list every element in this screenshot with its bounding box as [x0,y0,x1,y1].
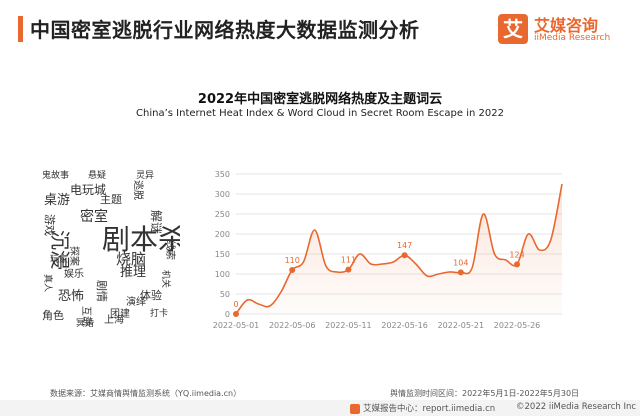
data-label: 0 [233,300,238,309]
footer-bar [0,400,640,416]
word-cloud-term: 剧情 [95,280,108,302]
data-label: 124 [509,250,524,259]
page-title: 中国密室逃脱行业网络热度大数据监测分析 [30,18,420,42]
word-cloud-term: 灵异 [136,171,155,181]
word-cloud-term: 娱乐 [64,269,84,280]
chart-title: 2022年中国密室逃脱网络热度及主题词云 [197,92,443,107]
brand-badge-icon: 艾 [498,14,528,44]
copyright: ©2022 iiMedia Research Inc [516,402,637,412]
word-cloud-term: 密室 [80,209,108,225]
data-source: 数据来源：艾媒商情舆情监测系统（YQ.iimedia.cn） [50,389,242,398]
y-tick-label: 100 [215,270,230,279]
word-cloud-term: 推理 [120,265,147,280]
y-tick-label: 50 [220,290,230,299]
data-point [457,269,464,276]
brand-logo: 艾 艾媒咨询 iiMedia Research [494,12,624,48]
y-tick-label: 200 [215,230,230,239]
chart-subtitle: China’s Internet Heat Index & Word Cloud… [136,108,504,119]
x-tick-label: 2022-05-26 [494,321,541,330]
brand-name: 艾媒咨询 [534,16,599,35]
word-cloud-term: 解谜 [149,210,163,235]
y-tick-label: 0 [225,310,230,319]
word-cloud-term: 鬼故事 [42,171,70,181]
word-cloud-term: 烧脑 [116,250,147,268]
word-cloud-term: 剧本杀 [102,223,180,256]
word-cloud-term: 游戏 [43,214,56,236]
word-cloud: 鬼故事 悬疑 灵异 电玩城 逃脱 桌游 密室 剧本杀 沉浸 恐怖 解谜 游戏 主题 推理 线索 娱乐 角色 烧脑互… [40,170,180,330]
word-cloud-term: 逃脱 [132,180,143,200]
report-center: 艾媒报告中心：report.iimedia.cn [350,402,495,414]
brand-subtitle: iiMedia Research [534,33,611,43]
x-tick-label: 2022-05-11 [325,321,372,330]
word-cloud-term: 桌游 [44,193,71,208]
word-cloud-term: 电玩城 [70,183,107,197]
data-point [233,311,239,317]
word-cloud-term: 体验 [140,289,162,302]
series-area [236,184,562,314]
word-cloud-term: 悬疑 [88,171,107,181]
word-cloud-term: 演绎 [126,297,146,308]
y-tick-label: 300 [215,190,230,199]
data-label: 147 [397,241,412,250]
data-point [345,266,352,273]
x-tick-label: 2022-05-06 [269,321,316,330]
word-cloud-term: 探案 [68,246,79,266]
data-label: 111 [341,256,356,265]
word-cloud-term: 机关 [160,270,170,289]
word-cloud-term: 打卡 [150,309,169,319]
title-accent-bar [18,16,23,42]
word-cloud-term: 线索 [164,240,175,260]
data-label: 104 [453,258,468,267]
x-tick-label: 2022-05-01 [213,321,260,330]
y-tick-label: 350 [215,170,230,179]
word-cloud-term: 冥婚 [76,319,95,329]
word-cloud-term: 主题 [100,193,122,206]
x-tick-label: 2022-05-16 [381,321,428,330]
word-cloud-term: 上海 [104,315,124,326]
y-tick-label: 150 [215,250,230,259]
monitoring-period: 舆情监测时间区间：2022年5月1日-2022年5月30日 [390,389,580,398]
word-cloud-term: 恐怖 [58,289,85,304]
data-label: 110 [285,256,300,265]
data-point [289,267,296,273]
report-center-text: 艾媒报告中心：report.iimedia.cn [363,404,496,414]
data-point [514,261,521,268]
word-cloud-term: 真人 [42,274,52,293]
y-tick-label: 250 [215,210,230,219]
word-cloud-term: 角色 [42,309,64,322]
word-cloud-term: 团建 [110,309,130,320]
word-cloud-term: 玩家 [50,255,69,265]
x-tick-label: 2022-05-21 [438,321,485,330]
data-point [401,252,408,259]
footer-logo-icon [350,403,360,414]
